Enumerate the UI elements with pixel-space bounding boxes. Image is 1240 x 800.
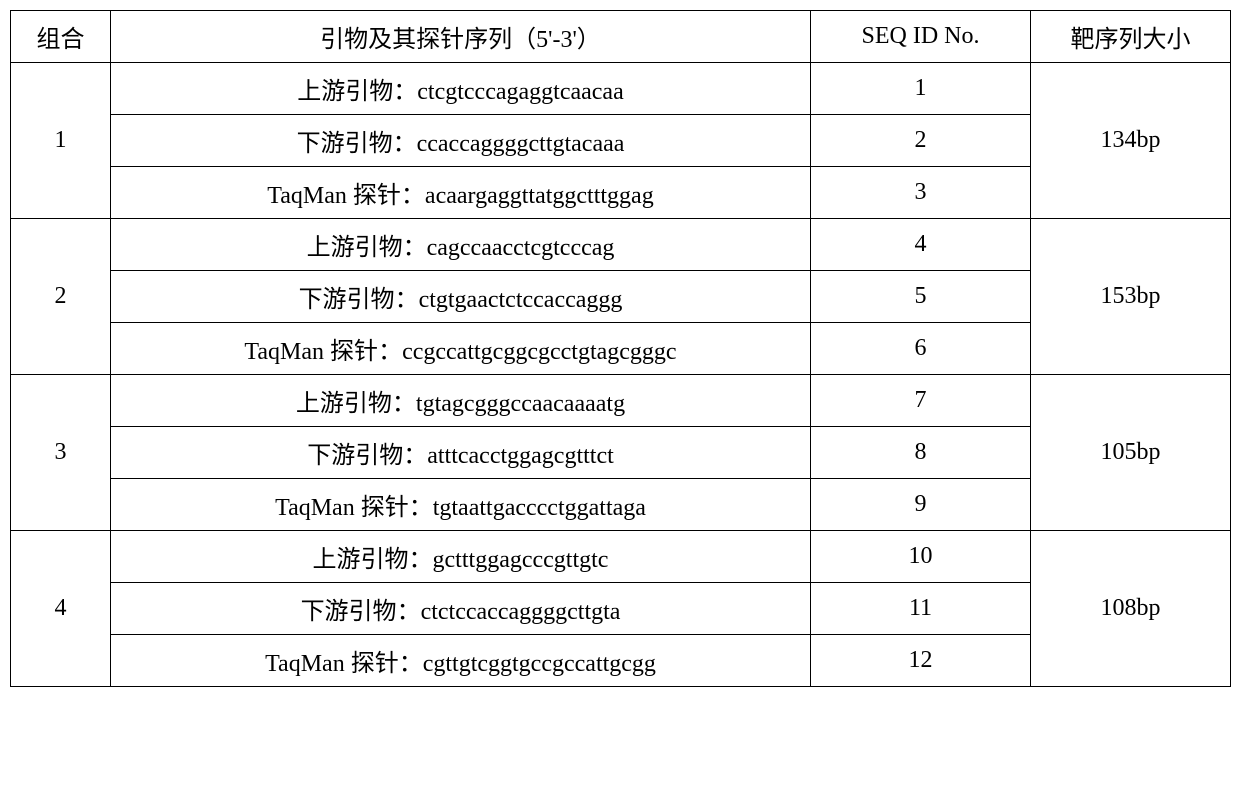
- sequence-type-label: 下游引物: [299, 287, 395, 313]
- table-row: 3上游引物：tgtagcgggccaacaaaatg7105bp: [11, 375, 1231, 427]
- cell-seqid: 7: [811, 375, 1031, 427]
- primer-probe-table: 组合 引物及其探针序列（5'-3'） SEQ ID No. 靶序列大小 1上游引…: [10, 10, 1231, 687]
- sequence-type-label: TaqMan 探针: [265, 651, 399, 677]
- sequence-type-label: 下游引物: [297, 131, 393, 157]
- cell-target-size: 134bp: [1031, 63, 1231, 219]
- cell-seqid: 6: [811, 323, 1031, 375]
- col-header-sequence: 引物及其探针序列（5'-3'）: [111, 11, 811, 63]
- sequence-type-label: 上游引物: [307, 235, 403, 261]
- sequence-value: cgttgtcggtgccgccattgcgg: [423, 651, 656, 677]
- colon: ：: [409, 495, 433, 521]
- sequence-type-label: 下游引物: [301, 599, 397, 625]
- colon: ：: [399, 651, 423, 677]
- cell-seqid: 2: [811, 115, 1031, 167]
- sequence-type-label: TaqMan 探针: [267, 183, 401, 209]
- cell-combo: 2: [11, 219, 111, 375]
- sequence-value: acaargaggttatggctttggag: [425, 183, 654, 209]
- cell-seqid: 10: [811, 531, 1031, 583]
- cell-sequence: 下游引物：ctctccaccaggggcttgta: [111, 583, 811, 635]
- colon: ：: [397, 599, 421, 625]
- cell-sequence: 上游引物：cagccaacctcgtcccag: [111, 219, 811, 271]
- cell-target-size: 108bp: [1031, 531, 1231, 687]
- cell-target-size: 105bp: [1031, 375, 1231, 531]
- sequence-value: tgtagcgggccaacaaaatg: [416, 391, 625, 417]
- cell-sequence: 上游引物：gctttggagcccgttgtc: [111, 531, 811, 583]
- sequence-value: atttcacctggagcgtttct: [427, 443, 614, 469]
- sequence-type-label: 上游引物: [296, 391, 392, 417]
- colon: ：: [401, 183, 425, 209]
- col-header-targetsize: 靶序列大小: [1031, 11, 1231, 63]
- cell-sequence: 下游引物：atttcacctggagcgtttct: [111, 427, 811, 479]
- colon: ：: [378, 339, 402, 365]
- cell-seqid: 11: [811, 583, 1031, 635]
- cell-seqid: 9: [811, 479, 1031, 531]
- colon: ：: [392, 391, 416, 417]
- sequence-type-label: 上游引物: [297, 79, 393, 105]
- colon: ：: [393, 131, 417, 157]
- sequence-value: tgtaattgacccctggattaga: [433, 495, 646, 521]
- colon: ：: [393, 79, 417, 105]
- sequence-value: gctttggagcccgttgtc: [433, 547, 609, 573]
- sequence-value: ctgtgaactctccaccaggg: [419, 287, 623, 313]
- cell-combo: 3: [11, 375, 111, 531]
- colon: ：: [403, 443, 427, 469]
- cell-sequence: 下游引物：ccaccaggggcttgtacaaa: [111, 115, 811, 167]
- cell-seqid: 3: [811, 167, 1031, 219]
- sequence-type-label: TaqMan 探针: [275, 495, 409, 521]
- cell-sequence: TaqMan 探针：acaargaggttatggctttggag: [111, 167, 811, 219]
- cell-sequence: TaqMan 探针：ccgccattgcggcgcctgtagcgggc: [111, 323, 811, 375]
- cell-sequence: 上游引物：ctcgtcccagaggtcaacaa: [111, 63, 811, 115]
- table-row: 2上游引物：cagccaacctcgtcccag4153bp: [11, 219, 1231, 271]
- cell-combo: 4: [11, 531, 111, 687]
- cell-target-size: 153bp: [1031, 219, 1231, 375]
- sequence-value: ccgccattgcggcgcctgtagcgggc: [402, 339, 677, 365]
- cell-sequence: 上游引物：tgtagcgggccaacaaaatg: [111, 375, 811, 427]
- sequence-value: cagccaacctcgtcccag: [427, 235, 615, 261]
- cell-sequence: TaqMan 探针：cgttgtcggtgccgccattgcgg: [111, 635, 811, 687]
- header-row: 组合 引物及其探针序列（5'-3'） SEQ ID No. 靶序列大小: [11, 11, 1231, 63]
- sequence-value: ctctccaccaggggcttgta: [421, 599, 621, 625]
- cell-combo: 1: [11, 63, 111, 219]
- cell-seqid: 5: [811, 271, 1031, 323]
- cell-seqid: 12: [811, 635, 1031, 687]
- table-header: 组合 引物及其探针序列（5'-3'） SEQ ID No. 靶序列大小: [11, 11, 1231, 63]
- table-body: 1上游引物：ctcgtcccagaggtcaacaa1134bp下游引物：cca…: [11, 63, 1231, 687]
- colon: ：: [409, 547, 433, 573]
- cell-seqid: 1: [811, 63, 1031, 115]
- sequence-type-label: TaqMan 探针: [244, 339, 378, 365]
- table-row: 4上游引物：gctttggagcccgttgtc10108bp: [11, 531, 1231, 583]
- sequence-type-label: 下游引物: [307, 443, 403, 469]
- cell-sequence: TaqMan 探针：tgtaattgacccctggattaga: [111, 479, 811, 531]
- cell-seqid: 8: [811, 427, 1031, 479]
- cell-seqid: 4: [811, 219, 1031, 271]
- sequence-value: ccaccaggggcttgtacaaa: [417, 131, 625, 157]
- colon: ：: [403, 235, 427, 261]
- colon: ：: [395, 287, 419, 313]
- sequence-value: ctcgtcccagaggtcaacaa: [417, 79, 623, 105]
- sequence-type-label: 上游引物: [313, 547, 409, 573]
- cell-sequence: 下游引物：ctgtgaactctccaccaggg: [111, 271, 811, 323]
- col-header-seqid: SEQ ID No.: [811, 11, 1031, 63]
- table-row: 1上游引物：ctcgtcccagaggtcaacaa1134bp: [11, 63, 1231, 115]
- col-header-combo: 组合: [11, 11, 111, 63]
